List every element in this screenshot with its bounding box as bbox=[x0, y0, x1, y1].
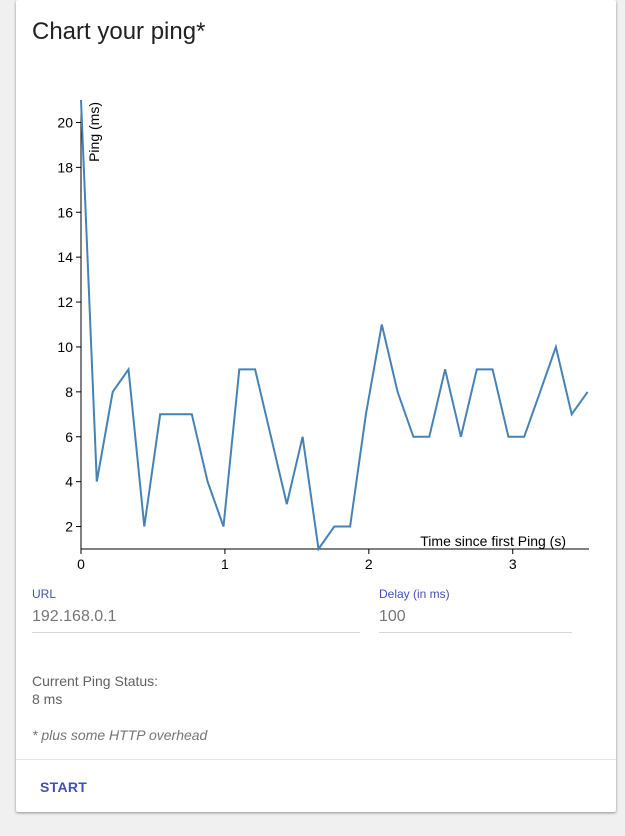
y-tick-label: 8 bbox=[65, 384, 73, 400]
y-tick-label: 16 bbox=[57, 204, 73, 220]
ping-status-value: 8 ms bbox=[32, 691, 63, 707]
url-input[interactable] bbox=[32, 608, 360, 633]
x-tick-label: 1 bbox=[221, 556, 229, 572]
y-tick-label: 4 bbox=[65, 474, 73, 490]
ping-line bbox=[80, 99, 589, 552]
delay-input[interactable] bbox=[379, 608, 572, 633]
y-tick-label: 2 bbox=[65, 519, 73, 535]
y-axis-label: Ping (ms) bbox=[86, 102, 102, 162]
footnote: * plus some HTTP overhead bbox=[32, 727, 208, 743]
start-button[interactable]: START bbox=[32, 774, 95, 800]
page-title: Chart your ping* bbox=[32, 18, 206, 45]
y-tick-label: 10 bbox=[57, 339, 73, 355]
x-tick-label: 2 bbox=[365, 556, 373, 572]
delay-label: Delay (in ms) bbox=[379, 587, 450, 601]
y-tick-label: 12 bbox=[57, 294, 73, 310]
x-tick-label: 0 bbox=[77, 556, 85, 572]
ping-status-label: Current Ping Status: bbox=[32, 673, 159, 689]
y-tick-label: 20 bbox=[57, 114, 73, 130]
y-tick-label: 18 bbox=[57, 159, 73, 175]
divider bbox=[16, 759, 616, 760]
y-tick-label: 6 bbox=[65, 429, 73, 445]
url-label: URL bbox=[32, 587, 57, 601]
x-tick-label: 3 bbox=[509, 556, 517, 572]
x-axis-label: Time since first Ping (s) bbox=[420, 533, 566, 549]
y-tick-label: 14 bbox=[57, 249, 73, 265]
